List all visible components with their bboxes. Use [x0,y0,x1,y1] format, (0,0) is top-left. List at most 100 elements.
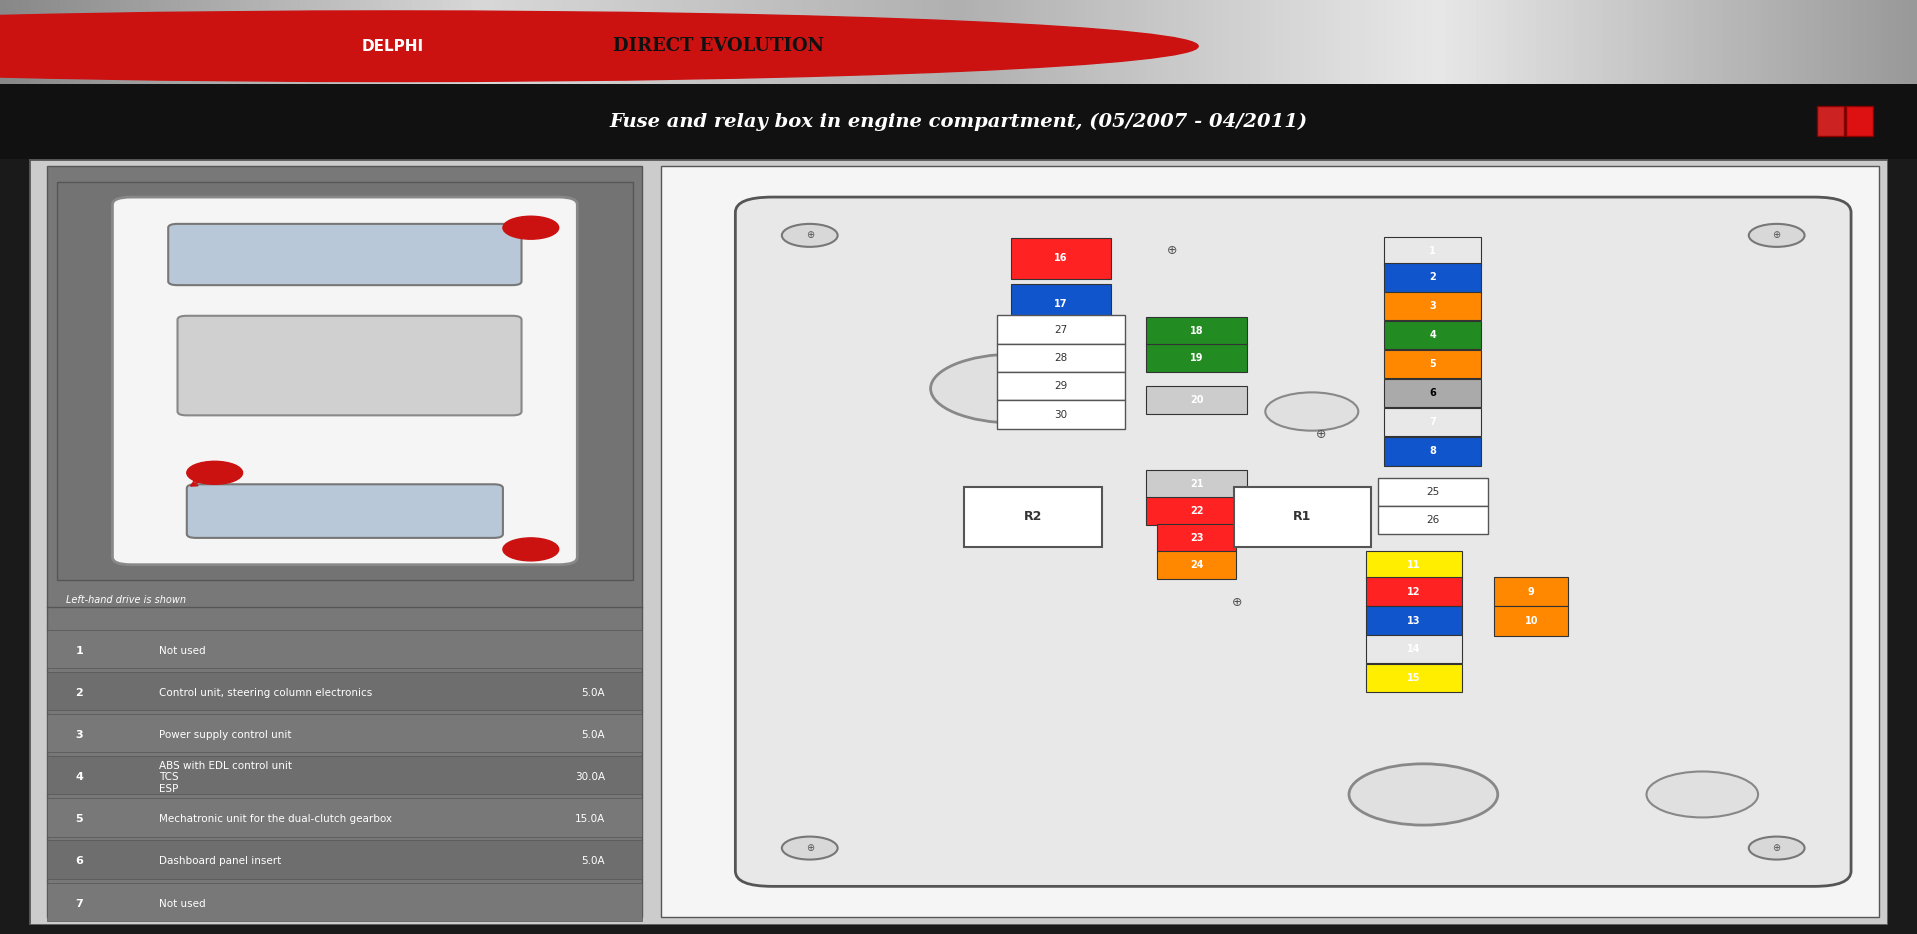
FancyBboxPatch shape [48,166,642,917]
Text: 6: 6 [75,856,82,867]
Circle shape [502,538,558,560]
Text: 30: 30 [1054,410,1068,419]
Circle shape [930,354,1098,423]
FancyBboxPatch shape [1384,408,1482,436]
Text: 11: 11 [1407,559,1420,570]
Text: 28: 28 [1054,353,1068,363]
FancyBboxPatch shape [48,883,642,921]
Text: 4: 4 [75,772,82,783]
Text: 25: 25 [1426,487,1440,497]
FancyBboxPatch shape [48,841,642,879]
Text: 5.0A: 5.0A [581,856,606,867]
Text: 17: 17 [1054,299,1068,309]
Text: 13: 13 [1407,616,1420,626]
FancyBboxPatch shape [1384,236,1482,265]
FancyBboxPatch shape [169,224,521,285]
FancyBboxPatch shape [1146,470,1246,499]
FancyBboxPatch shape [1146,317,1246,346]
Text: 5.0A: 5.0A [581,730,606,740]
Text: 12: 12 [1407,587,1420,597]
FancyBboxPatch shape [1158,550,1236,579]
FancyBboxPatch shape [661,166,1879,917]
FancyBboxPatch shape [48,799,642,837]
Text: 30.0A: 30.0A [575,772,606,783]
Text: 2: 2 [1430,273,1436,282]
Point [36,601,59,613]
FancyBboxPatch shape [1493,605,1568,635]
FancyBboxPatch shape [1365,577,1463,605]
FancyBboxPatch shape [1235,487,1371,547]
Text: ⊕: ⊕ [1233,597,1242,610]
FancyBboxPatch shape [1158,524,1236,552]
Circle shape [782,837,838,859]
Text: 5: 5 [1430,359,1436,369]
Text: 23: 23 [1190,533,1204,543]
FancyBboxPatch shape [58,182,633,580]
FancyBboxPatch shape [1365,635,1463,663]
Text: 4: 4 [1430,330,1436,340]
Text: Fuse and relay box in engine compartment, (05/2007 - 04/2011): Fuse and relay box in engine compartment… [610,112,1307,131]
Text: 7: 7 [1430,417,1436,427]
FancyBboxPatch shape [29,159,1888,925]
FancyBboxPatch shape [0,84,1917,159]
FancyBboxPatch shape [1365,664,1463,692]
FancyBboxPatch shape [1817,106,1844,136]
Text: Mechatronic unit for the dual-clutch gearbox: Mechatronic unit for the dual-clutch gea… [159,814,391,825]
Text: 26: 26 [1426,516,1440,525]
FancyBboxPatch shape [1384,291,1482,320]
Text: 3: 3 [1430,301,1436,311]
Text: 6: 6 [1430,389,1436,398]
Circle shape [1265,392,1359,431]
Text: 29: 29 [1054,381,1068,391]
FancyBboxPatch shape [997,316,1125,344]
Circle shape [1350,764,1497,825]
FancyBboxPatch shape [964,487,1102,547]
FancyBboxPatch shape [1384,320,1482,349]
Text: 1: 1 [1430,246,1436,256]
FancyBboxPatch shape [1365,550,1463,579]
Text: Power supply control unit: Power supply control unit [159,730,291,740]
FancyBboxPatch shape [1010,284,1112,325]
Text: 21: 21 [1190,479,1204,489]
FancyBboxPatch shape [1846,106,1873,136]
Text: Not used: Not used [159,899,205,909]
Point [631,601,654,613]
Text: 18: 18 [1190,326,1204,336]
Text: 2: 2 [75,688,82,698]
Text: 8: 8 [1430,446,1436,457]
Text: R2: R2 [1024,510,1043,523]
Text: Not used: Not used [159,645,205,656]
Text: 10: 10 [1524,616,1537,626]
Circle shape [1647,771,1758,817]
Circle shape [782,224,838,247]
FancyBboxPatch shape [48,630,642,668]
Text: 20: 20 [1190,395,1204,405]
Text: 27: 27 [1054,325,1068,334]
Text: 1: 1 [75,645,82,656]
Text: ⊕: ⊕ [805,231,815,240]
FancyBboxPatch shape [186,485,502,538]
FancyBboxPatch shape [48,757,642,795]
FancyBboxPatch shape [997,401,1125,429]
FancyBboxPatch shape [1384,263,1482,291]
Circle shape [1748,837,1804,859]
Text: 5.0A: 5.0A [581,688,606,698]
Text: 9: 9 [1528,587,1536,597]
Text: DELPHI: DELPHI [362,38,424,54]
Text: ⊕: ⊕ [1773,231,1781,240]
FancyBboxPatch shape [1010,237,1112,279]
FancyBboxPatch shape [1378,506,1488,534]
FancyBboxPatch shape [113,197,577,565]
Circle shape [502,216,558,239]
FancyBboxPatch shape [1384,350,1482,378]
FancyBboxPatch shape [1146,344,1246,372]
FancyBboxPatch shape [1365,606,1463,635]
Circle shape [0,11,1198,81]
Text: 22: 22 [1190,506,1204,517]
Text: ABS with EDL control unit
TCS
ESP: ABS with EDL control unit TCS ESP [159,760,291,794]
FancyBboxPatch shape [997,372,1125,401]
FancyBboxPatch shape [1378,478,1488,506]
FancyBboxPatch shape [178,316,521,416]
FancyBboxPatch shape [1384,437,1482,465]
Text: ⊕: ⊕ [1315,428,1327,441]
